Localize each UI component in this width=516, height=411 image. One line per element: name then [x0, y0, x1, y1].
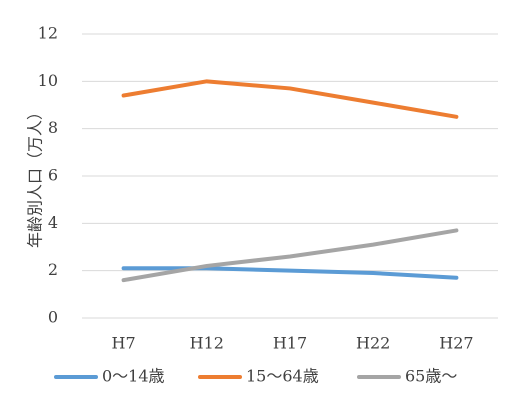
y-tick-label: 12	[38, 24, 58, 43]
series-line-2	[121, 79, 459, 119]
y-tick-label: 10	[38, 71, 58, 90]
gridlines	[82, 33, 498, 319]
y-tick-label: 4	[48, 213, 58, 232]
legend-label: 65歳～	[405, 367, 457, 386]
legend: 0～14歳 15～64歳 65歳～	[54, 367, 457, 386]
x-tick-label: H22	[356, 334, 390, 353]
y-tick-label: 8	[48, 118, 58, 137]
y-axis-title: 年齢別人口（万人）	[26, 104, 45, 248]
y-tick-label: 6	[48, 166, 58, 185]
x-tick-label: H27	[439, 334, 473, 353]
x-axis-ticks: H7 H12 H17 H22 H27	[112, 334, 474, 353]
y-axis-ticks: 0 2 4 6 8 10 12	[38, 24, 58, 327]
x-tick-label: H17	[273, 334, 307, 353]
series-line-1	[121, 266, 459, 280]
legend-label: 15～64歳	[246, 367, 319, 386]
y-tick-label: 2	[48, 260, 58, 279]
series-lines	[121, 79, 459, 283]
series-line-3	[121, 228, 459, 283]
x-tick-label: H7	[112, 334, 136, 353]
x-tick-label: H12	[190, 334, 224, 353]
legend-label: 0～14歳	[102, 367, 165, 386]
y-tick-label: 0	[48, 308, 58, 327]
